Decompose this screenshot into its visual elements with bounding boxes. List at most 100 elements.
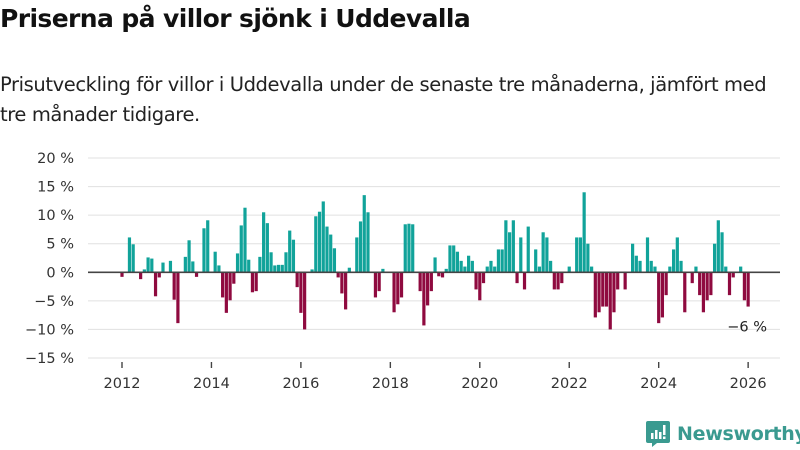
bar xyxy=(675,237,679,273)
bar xyxy=(157,272,161,278)
x-axis-ticks: 2012 2014 2016 2018 2020 2022 2024 2026 xyxy=(104,362,767,392)
x-tick-label: 2024 xyxy=(640,376,677,392)
bar xyxy=(612,272,616,313)
bar xyxy=(269,252,273,273)
bar xyxy=(232,272,236,284)
bar xyxy=(258,256,262,273)
bar xyxy=(295,272,299,288)
bar xyxy=(347,267,351,273)
bar xyxy=(437,272,441,277)
bar xyxy=(396,272,400,305)
bar xyxy=(549,260,553,273)
bar xyxy=(504,220,508,273)
brand-name: Newsworthy xyxy=(677,423,800,445)
bar xyxy=(519,237,523,273)
bar xyxy=(127,237,132,273)
bar xyxy=(336,272,340,278)
bar xyxy=(407,223,411,273)
bar xyxy=(560,272,564,284)
bar xyxy=(526,226,530,273)
bar xyxy=(321,201,325,273)
bar xyxy=(630,243,635,273)
y-tick-label: 15 % xyxy=(37,180,74,196)
bar xyxy=(459,260,463,273)
bar xyxy=(377,272,381,292)
bar xyxy=(556,272,560,290)
bar xyxy=(645,237,650,273)
bar xyxy=(671,249,676,273)
bar xyxy=(698,272,702,296)
bar xyxy=(381,268,385,273)
bar xyxy=(317,211,322,273)
bar xyxy=(634,255,638,273)
bar xyxy=(276,264,281,273)
bar xyxy=(712,243,717,273)
bar xyxy=(411,224,415,273)
chart-title: Priserna på villor sjönk i Uddevalla xyxy=(0,4,471,33)
bar xyxy=(604,272,609,307)
bar xyxy=(534,249,538,273)
bar xyxy=(325,226,329,273)
bar xyxy=(314,216,318,273)
bar xyxy=(120,272,124,277)
bar xyxy=(489,260,493,273)
x-tick-label: 2022 xyxy=(551,376,588,392)
bar xyxy=(496,249,501,273)
bar xyxy=(616,272,620,290)
bar xyxy=(250,272,255,293)
bar xyxy=(187,240,191,273)
bar xyxy=(332,248,337,273)
bar xyxy=(191,261,195,273)
x-tick-label: 2018 xyxy=(372,376,409,392)
bar xyxy=(139,272,143,280)
bar xyxy=(731,272,735,278)
bar xyxy=(202,228,206,273)
x-tick-label: 2016 xyxy=(282,376,319,392)
bar xyxy=(586,243,590,273)
bar xyxy=(608,272,612,330)
bar xyxy=(522,272,527,290)
y-tick-label: 10 % xyxy=(37,208,74,224)
x-tick-label: 2012 xyxy=(104,376,141,392)
bar xyxy=(716,220,720,273)
bar xyxy=(623,272,627,290)
y-tick-label: −10 % xyxy=(25,322,74,338)
bar xyxy=(426,272,430,306)
bar xyxy=(172,272,176,300)
bar xyxy=(440,272,445,278)
bar xyxy=(194,272,199,277)
bar xyxy=(433,257,437,273)
bar xyxy=(649,260,653,273)
bar xyxy=(701,272,706,313)
newsworthy-logo-icon xyxy=(646,421,670,447)
x-tick-label: 2020 xyxy=(461,376,498,392)
y-tick-label: 20 % xyxy=(37,151,74,167)
bar xyxy=(422,272,426,326)
bar xyxy=(541,232,545,273)
bar xyxy=(467,255,471,273)
bar xyxy=(176,272,180,324)
bar xyxy=(221,272,225,298)
bars xyxy=(120,192,750,330)
bar xyxy=(254,272,258,292)
bar xyxy=(280,264,284,273)
bar xyxy=(470,260,474,273)
bar xyxy=(705,272,709,301)
bar xyxy=(448,245,452,273)
bar xyxy=(329,234,333,273)
bar xyxy=(288,230,292,273)
bar xyxy=(590,266,594,273)
y-axis-ticks: 20 % 15 % 10 % 5 % 0 % −5 % −10 % −15 % xyxy=(25,151,74,367)
bar xyxy=(303,272,307,330)
bar xyxy=(660,272,665,318)
bar xyxy=(284,252,288,273)
bar xyxy=(142,269,146,273)
y-tick-label: 5 % xyxy=(46,237,74,253)
bar xyxy=(653,266,657,273)
bar xyxy=(403,224,407,273)
bar xyxy=(485,266,489,273)
bar xyxy=(481,272,486,284)
bar xyxy=(265,223,269,273)
bar xyxy=(310,269,314,273)
bar xyxy=(235,253,240,273)
